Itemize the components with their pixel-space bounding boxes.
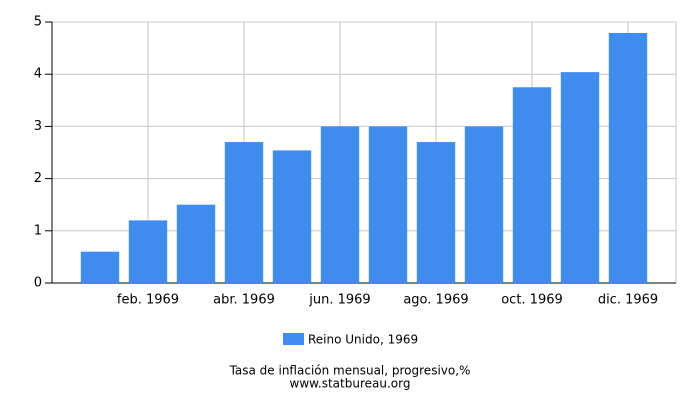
y-tick-label: 2 — [34, 171, 42, 186]
y-tick-label: 5 — [34, 15, 42, 30]
legend-swatch — [283, 333, 304, 345]
bar — [608, 32, 648, 283]
bar — [320, 126, 360, 284]
x-tick-label: dic. 1969 — [598, 293, 658, 308]
bar — [560, 72, 600, 283]
y-tick-label: 1 — [34, 223, 42, 238]
x-tick-label: jun. 1969 — [308, 293, 370, 308]
bar — [80, 251, 120, 283]
x-tick-label: feb. 1969 — [117, 293, 179, 308]
bar — [464, 126, 504, 284]
bar — [368, 126, 408, 284]
x-tick-label: oct. 1969 — [501, 293, 563, 308]
bar — [512, 87, 552, 283]
y-tick-label: 3 — [34, 119, 42, 134]
bar — [224, 142, 264, 283]
legend-label: Reino Unido, 1969 — [308, 333, 418, 347]
y-tick-label: 0 — [34, 276, 42, 291]
chart-title: Tasa de inflación mensual, progresivo,% — [229, 364, 471, 378]
bar — [176, 204, 216, 283]
x-tick-label: ago. 1969 — [403, 293, 468, 308]
bar — [416, 142, 456, 283]
bar — [272, 150, 312, 283]
bar — [128, 220, 168, 283]
x-tick-label: abr. 1969 — [213, 293, 275, 308]
chart-source: www.statbureau.org — [290, 377, 411, 391]
y-tick-label: 4 — [34, 67, 42, 82]
